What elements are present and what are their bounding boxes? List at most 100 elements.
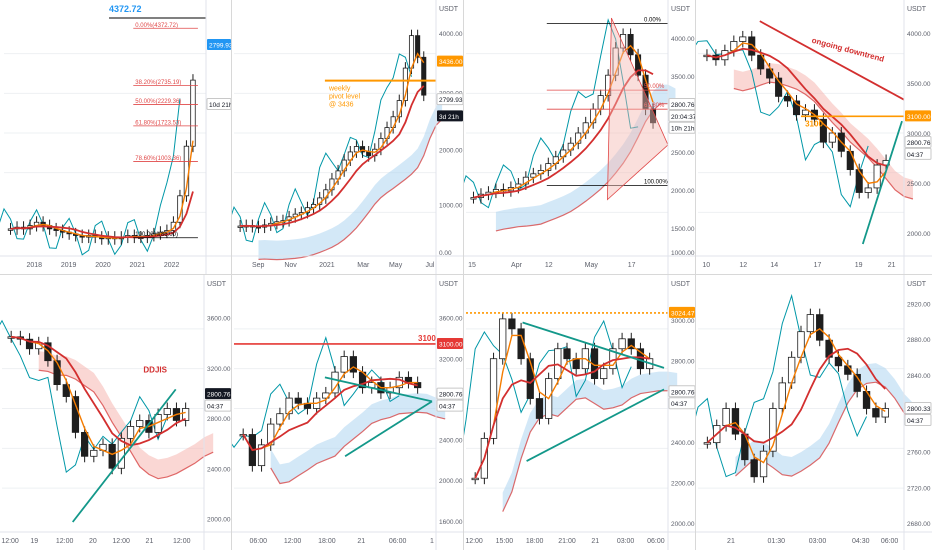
candle <box>722 408 730 426</box>
panel-5[interactable]: DDJIS USDT 3600.00 3200.00 2800.00 2400.00 200… <box>0 275 232 550</box>
y-tick-label: 2000.00 <box>671 521 695 528</box>
candle <box>620 34 627 49</box>
trend-line <box>71 388 177 523</box>
price-badge <box>437 110 463 122</box>
x-tick-label: 2020 <box>95 262 111 269</box>
x-tick-label: Sep <box>252 262 265 269</box>
kijun-line <box>242 377 418 452</box>
x-tick-label: 01:30 <box>768 538 786 545</box>
fib-level-label: 0.00% <box>644 18 662 24</box>
y-tick-label: 3600.00 <box>439 316 463 323</box>
candle <box>750 459 758 478</box>
panel-1[interactable]: 4372.72 0.00%(4372.72) 38.20%(2735.19) 50.0… <box>0 0 232 274</box>
candle <box>778 382 786 409</box>
price-badge-label: 04:37 <box>907 152 924 159</box>
candle <box>834 356 843 367</box>
y-tick-label: 2400.00 <box>439 438 463 445</box>
y-tick-label: 0.00 <box>439 250 452 257</box>
price-badge-label: 04:37 <box>207 404 224 411</box>
price-badge <box>437 55 463 67</box>
x-tick-label: 04:30 <box>852 538 870 545</box>
candle <box>499 318 507 360</box>
price-badge-label: 2800.76 <box>671 389 695 396</box>
candle <box>415 35 421 58</box>
candle <box>612 47 619 76</box>
currency-label: USDT <box>207 281 227 288</box>
x-tick-label: 06:00 <box>881 538 899 545</box>
y-tick-label: 2000.00 <box>439 478 463 485</box>
candle <box>353 146 359 153</box>
candle <box>508 318 516 330</box>
fib-level-label: 0.00%(4372.72) <box>135 23 178 29</box>
candle <box>182 408 190 421</box>
y-tick-label: 3200.00 <box>207 366 231 373</box>
annotation: @ 3436 <box>329 102 354 109</box>
kijun-line <box>474 356 650 479</box>
x-tick-label: May <box>389 262 403 269</box>
panel-4[interactable]: ongoing downtrend 3100 USDT 4000.00 3500.00 3… <box>696 0 932 274</box>
y-tick-label: 1600.00 <box>439 519 463 526</box>
panel-8[interactable]: USDT2920.002880.002840.002800.002760.002… <box>696 275 932 550</box>
y-tick-label: 2200.00 <box>671 481 695 488</box>
cloud-edge <box>258 118 443 261</box>
currency-label: USDT <box>907 281 927 288</box>
candle <box>873 164 881 189</box>
price-badge-label: 2800.33 <box>907 406 931 413</box>
currency-label: USDT <box>671 6 691 13</box>
panel-7[interactable]: USDT3000.002800.002600.002400.002200.002… <box>464 275 696 550</box>
divider <box>695 0 696 550</box>
currency-label: USDT <box>907 6 927 13</box>
candle <box>294 397 302 404</box>
candle <box>819 118 827 143</box>
price-badge-label: 3436.00 <box>439 59 463 66</box>
y-tick-label: 2680.00 <box>907 521 931 528</box>
x-tick-label: 21 <box>727 538 735 545</box>
candle <box>787 356 796 384</box>
tenkan-line <box>706 327 886 464</box>
kijun-line <box>706 347 886 444</box>
candle <box>81 431 89 457</box>
candle <box>600 368 608 380</box>
candle <box>731 408 740 435</box>
tenkan-line <box>10 140 194 239</box>
candle <box>627 338 635 350</box>
chikou-line <box>696 293 867 478</box>
x-tick-label: 06:00 <box>389 538 407 545</box>
ichimoku-cloud <box>258 100 443 260</box>
price-badge-label: 10d 21h <box>209 102 232 109</box>
x-tick-label: Mar <box>357 262 370 269</box>
candle <box>190 79 196 147</box>
y-tick-label: 3000.00 <box>907 131 931 138</box>
trend-line <box>526 388 665 462</box>
price-badge-label: 2800.76 <box>439 392 463 399</box>
candle <box>471 477 479 481</box>
fib-level-label: 50.00%(2229.36) <box>135 99 181 105</box>
x-tick-label: 2019 <box>61 262 77 269</box>
candle <box>775 77 783 97</box>
y-tick-label: 2000.00 <box>207 516 231 523</box>
price-badge-label: 2800.76 <box>907 140 931 147</box>
x-tick-label: 12:00 <box>284 538 302 545</box>
x-tick-label: 2021 <box>319 262 335 269</box>
x-tick-label: May <box>585 262 599 269</box>
panel-3[interactable]: 0.00% 50.00% 61.80% 100.00% USDT 4000.00 3500.… <box>464 0 696 274</box>
price-badge-label: 3024.47 <box>671 310 695 317</box>
price-badge-label: 04:37 <box>439 404 456 411</box>
x-tick-label: 17 <box>628 262 636 269</box>
candle <box>739 36 747 42</box>
x-tick-label: 12 <box>739 262 747 269</box>
y-tick-label: 3600.00 <box>207 316 231 323</box>
panel-6[interactable]: 3100USDT3600.003200.002800.002400.002000… <box>232 275 464 550</box>
price-badge <box>205 388 231 400</box>
candle <box>759 450 768 478</box>
chikou-line <box>0 319 168 474</box>
price-badge-label: 20:04:37 <box>671 114 696 121</box>
fib-level-label: 61.80%(1723.53) <box>135 120 181 126</box>
x-tick-label: 12:00 <box>173 538 191 545</box>
y-tick-label: 2500.00 <box>907 181 931 188</box>
panel-background <box>0 0 232 274</box>
x-tick-label: 18:00 <box>318 538 336 545</box>
kijun-line <box>11 335 187 447</box>
